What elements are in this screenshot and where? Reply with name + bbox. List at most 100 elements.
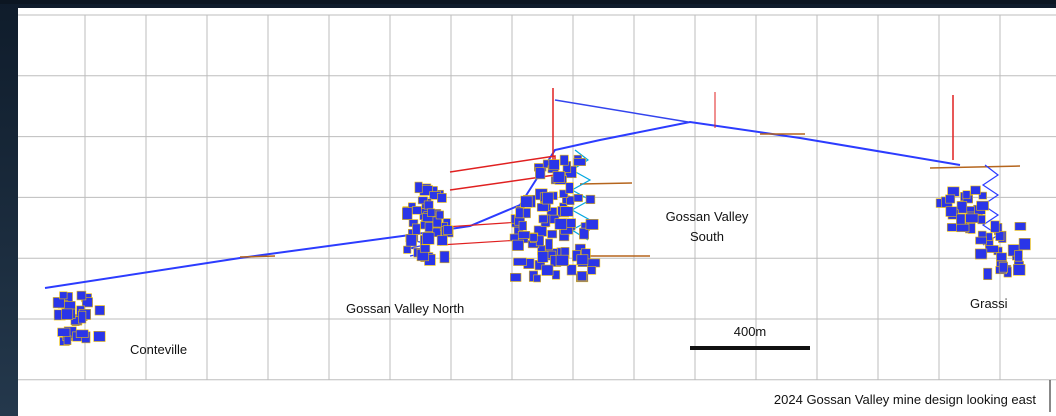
- stope: [414, 181, 423, 194]
- stope: [1014, 222, 1027, 231]
- stope: [439, 250, 450, 264]
- stope: [518, 220, 527, 231]
- area-label: Conteville: [130, 342, 187, 357]
- stope: [509, 272, 522, 282]
- scale-bar: [690, 346, 810, 350]
- drive: [239, 255, 276, 258]
- stope: [512, 239, 524, 251]
- stope: [419, 244, 431, 253]
- stope: [515, 207, 524, 219]
- stope: [405, 233, 417, 247]
- drive: [579, 182, 633, 185]
- caption: 2024 Gossan Valley mine design looking e…: [774, 392, 1036, 407]
- stope: [945, 206, 958, 217]
- stope: [422, 232, 435, 245]
- stope: [976, 200, 989, 211]
- stope: [545, 238, 553, 251]
- stope: [996, 252, 1007, 262]
- stope: [576, 271, 587, 282]
- stope: [52, 297, 65, 309]
- stope: [565, 182, 574, 194]
- stope: [513, 257, 527, 266]
- stope: [424, 222, 434, 232]
- stope: [78, 310, 87, 324]
- area-label: Gossan Valley North: [346, 301, 464, 316]
- stope: [576, 254, 589, 266]
- stope: [427, 208, 436, 217]
- stope: [983, 267, 993, 281]
- stope: [975, 236, 988, 245]
- stope: [585, 218, 599, 230]
- stope: [560, 206, 574, 217]
- stope: [985, 245, 999, 253]
- stope: [63, 301, 76, 310]
- stope: [535, 167, 546, 180]
- stope: [946, 223, 958, 232]
- stope: [57, 327, 71, 337]
- stope: [555, 254, 569, 267]
- stope: [554, 218, 568, 230]
- stope: [442, 225, 453, 235]
- stope: [517, 230, 531, 239]
- area-label: Gossan Valley: [666, 209, 749, 224]
- stope: [520, 195, 533, 208]
- decline: [554, 99, 689, 123]
- stope: [585, 194, 596, 205]
- stope: [573, 158, 587, 166]
- stope: [437, 193, 447, 203]
- stope: [412, 206, 422, 215]
- stope: [587, 266, 597, 275]
- stope: [1014, 250, 1023, 262]
- stope: [542, 191, 554, 205]
- stope: [559, 154, 569, 166]
- stope: [956, 223, 970, 233]
- stope: [541, 264, 554, 276]
- stope: [435, 210, 444, 220]
- stope: [536, 203, 549, 212]
- stope: [962, 190, 971, 200]
- stope: [537, 250, 549, 263]
- stope: [436, 235, 448, 246]
- stope: [970, 185, 981, 195]
- stope: [94, 305, 105, 316]
- stope: [552, 171, 566, 183]
- stope: [548, 159, 560, 171]
- stope: [59, 291, 68, 300]
- stope: [547, 229, 558, 239]
- stope: [529, 233, 538, 242]
- stope: [566, 264, 577, 276]
- stope: [995, 231, 1005, 241]
- stope: [974, 248, 988, 260]
- stope: [76, 290, 87, 301]
- stope: [978, 191, 987, 200]
- stope: [998, 261, 1008, 273]
- stope: [977, 214, 986, 225]
- stope: [81, 297, 93, 308]
- stope: [559, 189, 569, 198]
- area-label: Grassi: [970, 296, 1008, 311]
- grid: [18, 14, 1056, 381]
- stope: [412, 223, 421, 235]
- stope: [1012, 264, 1026, 276]
- stope: [93, 330, 106, 342]
- stope: [61, 308, 74, 320]
- stope: [63, 335, 72, 346]
- stope: [423, 200, 434, 210]
- stope: [538, 214, 548, 224]
- area-label: South: [690, 229, 724, 244]
- stope: [990, 220, 1000, 233]
- stope: [417, 196, 428, 205]
- stope: [1018, 238, 1031, 251]
- stope: [586, 258, 601, 268]
- stope: [403, 245, 412, 254]
- top-bar: [0, 0, 1056, 4]
- stopes: [52, 154, 1031, 346]
- scale-label: 400m: [734, 324, 767, 339]
- stope: [579, 227, 589, 240]
- stope: [402, 207, 413, 220]
- drive: [929, 165, 1021, 169]
- stope: [573, 194, 583, 202]
- stope: [945, 194, 956, 204]
